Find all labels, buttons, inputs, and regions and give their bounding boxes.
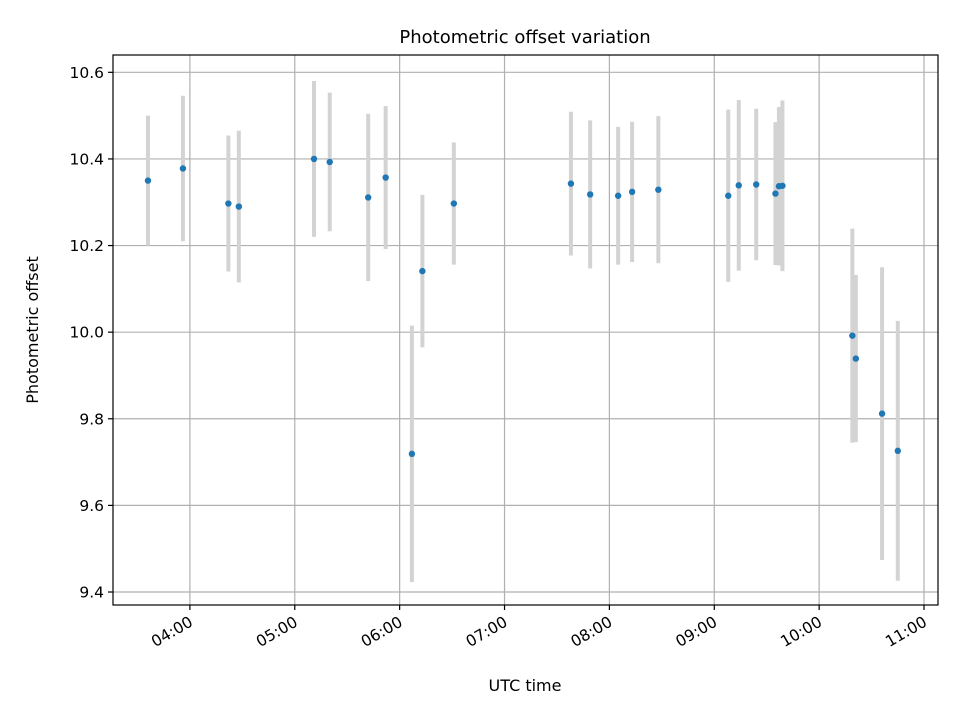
chart-title: Photometric offset variation bbox=[399, 27, 650, 48]
data-point bbox=[364, 194, 372, 201]
data-point bbox=[225, 200, 232, 207]
y-tick-label: 10.6 bbox=[69, 64, 104, 82]
data-point bbox=[772, 190, 779, 197]
data-point bbox=[852, 355, 860, 362]
y-tick-label: 9.8 bbox=[79, 410, 104, 428]
data-point bbox=[144, 177, 152, 184]
point-layer bbox=[144, 155, 901, 458]
y-axis-label: Photometric offset bbox=[23, 256, 42, 404]
data-point bbox=[235, 203, 243, 210]
data-point bbox=[326, 158, 333, 166]
y-tick-label: 10.0 bbox=[69, 324, 104, 342]
data-point bbox=[586, 191, 594, 198]
y-tick-label: 10.4 bbox=[69, 150, 104, 168]
x-axis-label: UTC time bbox=[489, 676, 562, 695]
y-tick-label: 10.2 bbox=[69, 237, 104, 255]
data-point bbox=[655, 186, 662, 193]
data-point bbox=[567, 180, 575, 187]
data-point bbox=[179, 165, 187, 172]
data-point bbox=[779, 182, 786, 189]
data-point bbox=[878, 410, 886, 417]
data-point bbox=[628, 188, 636, 196]
data-point bbox=[735, 182, 742, 189]
y-tick-label: 9.6 bbox=[79, 497, 104, 515]
data-point bbox=[382, 174, 389, 181]
data-point bbox=[450, 200, 458, 207]
data-point bbox=[614, 192, 622, 199]
grid-layer bbox=[113, 55, 938, 605]
data-point bbox=[725, 192, 732, 199]
data-point bbox=[408, 450, 416, 458]
data-point bbox=[849, 332, 856, 339]
y-tick-label: 9.4 bbox=[79, 584, 104, 602]
data-point bbox=[419, 267, 426, 275]
data-point bbox=[753, 181, 760, 188]
data-point bbox=[310, 155, 318, 163]
plot-frame bbox=[112, 54, 939, 606]
data-point bbox=[894, 447, 901, 455]
